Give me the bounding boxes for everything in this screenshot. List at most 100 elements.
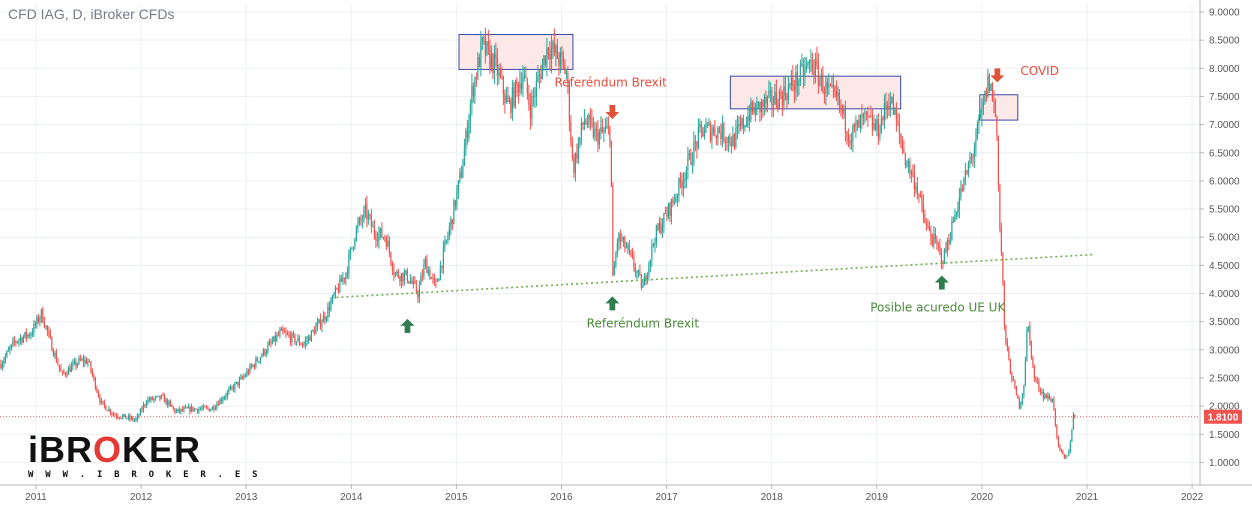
candle-body [460, 172, 462, 178]
candle-body [180, 408, 182, 412]
candle-body [648, 264, 650, 276]
candle-body [636, 272, 638, 274]
candle-body [291, 333, 293, 343]
candle-body [924, 214, 926, 224]
candle-body [9, 347, 11, 350]
candle-body [589, 115, 591, 120]
candle-body [702, 127, 704, 137]
candle-body [345, 273, 347, 280]
candle-body [441, 265, 443, 268]
x-tick-label: 2013 [235, 492, 258, 503]
candle-body [418, 285, 420, 298]
candle-body [225, 396, 227, 398]
x-tick-label: 2011 [25, 492, 47, 503]
candle-body [667, 203, 669, 217]
candle-body [475, 77, 477, 79]
candle-body [646, 275, 648, 282]
candle-body [18, 340, 20, 342]
candle-body [366, 204, 368, 220]
candle-body [844, 107, 846, 132]
candle-body [57, 361, 59, 365]
candle-body [207, 407, 209, 409]
candle-body [208, 408, 210, 412]
candle-body [837, 92, 839, 97]
candle-body [430, 277, 432, 279]
candle-body [469, 104, 471, 122]
candle-body [483, 37, 485, 39]
candle-body [945, 249, 947, 252]
candle-body [547, 47, 549, 54]
candle-body [249, 365, 251, 374]
candle-body [147, 399, 149, 404]
candle-body [868, 115, 870, 117]
candle-body [612, 185, 614, 276]
candle-body [259, 357, 261, 362]
candle-body [693, 141, 695, 163]
candle-body [348, 254, 350, 274]
candle-body [972, 156, 974, 158]
candle-body [889, 102, 891, 109]
candle-body [376, 239, 378, 241]
candle-body [220, 399, 222, 402]
candle-body [1021, 395, 1023, 403]
candle-body [822, 73, 824, 93]
candle-body [298, 338, 300, 344]
candle-body [765, 97, 767, 104]
candle-body [706, 124, 708, 126]
candle-body [138, 415, 140, 417]
candle-body [963, 177, 965, 191]
candle-body [223, 397, 225, 400]
candle-body [1008, 347, 1010, 360]
candle-body [234, 383, 236, 390]
candle-body [184, 407, 186, 409]
candle-body [766, 96, 768, 104]
candle-body [414, 280, 416, 284]
candle-body [913, 173, 915, 190]
candle-body [738, 124, 740, 127]
candle-body [142, 404, 144, 411]
candle-body [472, 85, 474, 97]
candle-body [637, 270, 639, 273]
candle-body [1062, 450, 1064, 455]
candle-body [165, 399, 167, 403]
candle-body [397, 271, 399, 278]
candle-body [355, 227, 357, 240]
x-tick-label: 2021 [1076, 492, 1099, 503]
candle-body [73, 361, 75, 364]
candle-body [118, 417, 120, 419]
candle-body [516, 80, 518, 85]
candle-body [684, 179, 686, 181]
candle-body [340, 278, 342, 282]
candle-body [768, 90, 770, 97]
candle-body [268, 342, 270, 346]
candle-body [975, 139, 977, 149]
candle-body [1, 363, 3, 369]
candle-body [22, 336, 24, 343]
candle-body [78, 358, 80, 364]
candle-body [829, 84, 831, 86]
candle-body [619, 233, 621, 242]
y-tick-label: 2.0000 [1209, 402, 1240, 413]
candle-body [501, 76, 503, 78]
candle-body [105, 405, 107, 411]
candle-body [640, 274, 642, 288]
candle-body [544, 55, 546, 65]
candle-body [85, 359, 87, 364]
candle-body [130, 417, 132, 419]
candle-body [106, 410, 108, 412]
candle-body [1018, 398, 1020, 409]
candle-body [1042, 391, 1044, 399]
candle-body [679, 178, 681, 183]
candle-body [247, 371, 249, 374]
candle-body [403, 273, 405, 282]
candle-body [786, 95, 788, 100]
candle-body [178, 408, 180, 412]
last-price-tag [1204, 409, 1242, 424]
candle-body [48, 331, 50, 333]
candle-body [904, 153, 906, 166]
candle-body [250, 365, 252, 367]
candle-body [505, 96, 507, 103]
chart-title: CFD IAG, D, iBroker CFDs [8, 6, 175, 22]
candle-body [69, 368, 71, 372]
candle-body [276, 335, 278, 341]
